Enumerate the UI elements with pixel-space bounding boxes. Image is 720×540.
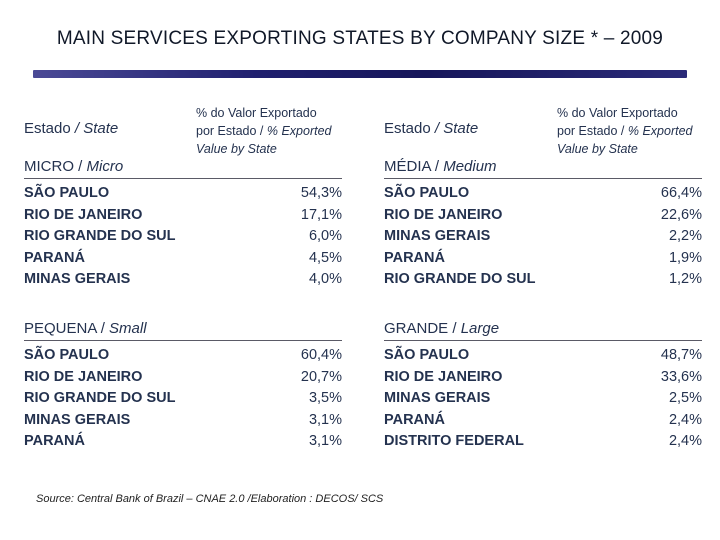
state-value: 1,9% [668,249,702,266]
header-estado-left: Estado / State [24,120,119,137]
header-pct-line2-en: % Exported [266,124,332,138]
header-pct-line1: % do Valor Exportado [196,106,317,120]
state-name: DISTRITO FEDERAL [384,433,524,449]
state-value: 3,1% [308,411,342,428]
table-row: MINAS GERAIS 4,0% [24,269,342,291]
table-row: RIO DE JANEIRO 20,7% [24,367,342,389]
state-name: MINAS GERAIS [384,390,491,406]
group-media: MÉDIA / Medium SÃO PAULO 66,4% RIO DE JAN… [384,156,702,291]
header-pct-line2-pt: por Estado / [557,124,628,138]
title-divider [33,70,687,78]
state-value: 4,0% [308,271,342,287]
state-value: 4,5% [308,249,342,266]
table-row: SÃO PAULO 66,4% [384,183,702,205]
state-name: SÃO PAULO [384,185,470,201]
header-pct-line3: Value by State [196,142,277,156]
state-name: SÃO PAULO [24,185,110,201]
header-pct-line2-en: % Exported [627,124,693,138]
header-pct-line1: % do Valor Exportado [557,106,678,120]
group-micro: MICRO / Micro SÃO PAULO 54,3% RIO DE JANE… [24,156,342,291]
header-pct-left: % do Valor Exportado por Estado / % Expo… [196,104,366,158]
header-estado-pt: Estado [384,120,431,137]
state-name: PARANÁ [24,249,85,266]
table-row: DISTRITO FEDERAL 2,4% [384,431,702,453]
group-title-pequena: PEQUENA / Small [24,318,342,341]
table-row: PARANÁ 4,5% [24,248,342,270]
group-pequena: PEQUENA / Small SÃO PAULO 60,4% RIO DE JA… [24,318,342,453]
table-row: PARANÁ 3,1% [24,431,342,453]
header-pct-line2-pt: por Estado / [196,124,267,138]
state-value: 60,4% [300,347,342,363]
state-name: RIO DE JANEIRO [24,368,143,385]
group-title-micro: MICRO / Micro [24,156,342,179]
table-row: PARANÁ 1,9% [384,248,702,270]
table-row: SÃO PAULO 48,7% [384,345,702,367]
state-value: 2,5% [668,390,702,406]
group-grande: GRANDE / Large SÃO PAULO 48,7% RIO DE JAN… [384,318,702,453]
header-pct-line3: Value by State [557,142,638,156]
state-value: 54,3% [300,185,342,201]
state-value: 22,6% [660,206,702,223]
state-name: RIO DE JANEIRO [24,206,143,223]
table-row: RIO DE JANEIRO 17,1% [24,205,342,227]
group-title-grande: GRANDE / Large [384,318,702,341]
state-name: PARANÁ [384,411,445,428]
state-name: SÃO PAULO [384,347,470,363]
table-row: RIO DE JANEIRO 33,6% [384,367,702,389]
state-name: RIO DE JANEIRO [384,206,503,223]
state-value: 2,4% [668,411,702,428]
state-name: RIO DE JANEIRO [384,368,503,385]
table-row: RIO GRANDE DO SUL 3,5% [24,388,342,410]
state-value: 20,7% [300,368,342,385]
state-value: 33,6% [660,368,702,385]
header-estado-en: State [443,120,479,137]
group-title-media: MÉDIA / Medium [384,156,702,179]
state-value: 3,5% [308,390,342,406]
header-pct-right: % do Valor Exportado por Estado / % Expo… [557,104,720,158]
table-row: SÃO PAULO 54,3% [24,183,342,205]
table-row: PARANÁ 2,4% [384,410,702,432]
state-value: 2,4% [668,433,702,449]
header-estado-pt: Estado [24,120,71,137]
state-name: MINAS GERAIS [24,411,131,428]
state-value: 66,4% [660,185,702,201]
state-value: 6,0% [308,228,342,244]
state-name: RIO GRANDE DO SUL [24,228,176,244]
table-row: MINAS GERAIS 3,1% [24,410,342,432]
source-note: Source: Central Bank of Brazil – CNAE 2.… [36,493,384,505]
table-row: RIO GRANDE DO SUL 1,2% [384,269,702,291]
table-row: RIO GRANDE DO SUL 6,0% [24,226,342,248]
header-estado-right: Estado / State [384,120,479,137]
state-value: 17,1% [300,206,342,223]
page-title: MAIN SERVICES EXPORTING STATES BY COMPAN… [56,28,664,49]
state-value: 3,1% [308,433,342,449]
table-row: RIO DE JANEIRO 22,6% [384,205,702,227]
state-name: MINAS GERAIS [384,228,491,244]
state-value: 1,2% [668,271,702,287]
state-name: RIO GRANDE DO SUL [24,390,176,406]
state-value: 2,2% [668,228,702,244]
table-row: MINAS GERAIS 2,5% [384,388,702,410]
table-row: MINAS GERAIS 2,2% [384,226,702,248]
state-name: RIO GRANDE DO SUL [384,271,536,287]
state-name: SÃO PAULO [24,347,110,363]
header-estado-en: State [83,120,119,137]
state-value: 48,7% [660,347,702,363]
state-name: PARANÁ [24,433,85,449]
state-name: MINAS GERAIS [24,271,131,287]
table-row: SÃO PAULO 60,4% [24,345,342,367]
state-name: PARANÁ [384,249,445,266]
